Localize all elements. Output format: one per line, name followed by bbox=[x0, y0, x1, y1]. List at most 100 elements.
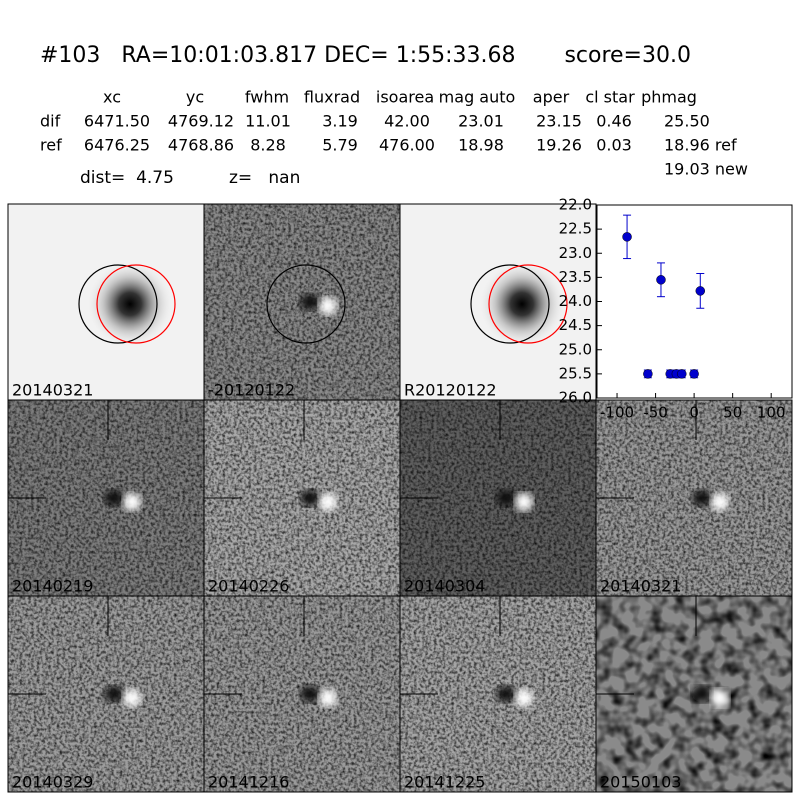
residual-dark bbox=[104, 686, 124, 702]
x-tick-label: 50 bbox=[723, 404, 742, 422]
phmag-new: 19.03 new bbox=[664, 160, 748, 179]
table-cell: 6476.25 bbox=[84, 136, 150, 155]
residual-dark bbox=[496, 686, 516, 702]
column-header: fwhm bbox=[245, 88, 289, 107]
table-cell: ref bbox=[40, 136, 62, 155]
star bbox=[477, 259, 567, 349]
panel-label: 20150103 bbox=[600, 773, 681, 792]
column-header: cl star bbox=[585, 88, 635, 107]
x-tick-label: 100 bbox=[757, 404, 786, 422]
residual-light bbox=[319, 297, 337, 315]
panel-label: 20141216 bbox=[208, 773, 289, 792]
residual-dark bbox=[300, 294, 320, 310]
image-panel: 20141225 bbox=[399, 595, 597, 793]
table-cell: 4769.12 bbox=[168, 112, 234, 131]
table-cell: 19.26 bbox=[536, 136, 582, 155]
column-header: fluxrad bbox=[304, 88, 360, 107]
x-tick-label: -100 bbox=[600, 404, 634, 422]
y-tick-label: 25.0 bbox=[559, 340, 592, 358]
aperture bbox=[78, 264, 158, 344]
panel-label: 20141225 bbox=[404, 773, 485, 792]
residual-dark bbox=[300, 686, 320, 702]
table-cell: 42.00 bbox=[384, 112, 430, 131]
table-cell: 6471.50 bbox=[84, 112, 150, 131]
y-tick-label: 23.5 bbox=[559, 268, 592, 286]
column-header: phmag bbox=[641, 88, 697, 107]
residual-light bbox=[711, 689, 729, 707]
residual-dark bbox=[104, 490, 124, 506]
data-point bbox=[622, 232, 632, 242]
table-cell: 8.28 bbox=[250, 136, 286, 155]
aperture bbox=[470, 264, 550, 344]
table-cell: 23.01 bbox=[458, 112, 504, 131]
panel-label: 20140226 bbox=[208, 577, 289, 596]
table-cell: 11.01 bbox=[245, 112, 291, 131]
image-panel: 20140321 bbox=[595, 399, 793, 597]
x-tick-label: -50 bbox=[643, 404, 668, 422]
y-tick-label: 23.0 bbox=[559, 244, 592, 262]
image-panel: 20140321 bbox=[7, 203, 205, 401]
panel-label: 20140329 bbox=[12, 773, 93, 792]
aperture bbox=[488, 264, 568, 344]
image-panel: 20140329 bbox=[7, 595, 205, 793]
residual-dark bbox=[496, 490, 516, 506]
y-tick-label: 22.0 bbox=[559, 196, 592, 214]
data-point bbox=[677, 369, 687, 379]
table-cell: 4768.86 bbox=[168, 136, 234, 155]
residual-dark bbox=[692, 686, 712, 702]
table-cell: 3.19 bbox=[322, 112, 358, 131]
column-header: aper bbox=[533, 88, 570, 107]
residual-light bbox=[711, 493, 729, 511]
table-cell: 18.96 ref bbox=[664, 136, 737, 155]
image-panel: 20141216 bbox=[203, 595, 401, 793]
data-point bbox=[695, 286, 706, 296]
star bbox=[85, 259, 175, 349]
table-cell: 476.00 bbox=[379, 136, 435, 155]
column-header: yc bbox=[186, 88, 204, 107]
image-panel: 20140304 bbox=[399, 399, 597, 597]
residual-dark bbox=[300, 490, 320, 506]
aperture bbox=[96, 264, 176, 344]
table-cell: 18.98 bbox=[458, 136, 504, 155]
panel-label: -20120122 bbox=[208, 381, 295, 400]
column-header: xc bbox=[103, 88, 121, 107]
residual-light bbox=[319, 689, 337, 707]
table-cell: 23.15 bbox=[536, 112, 582, 131]
residual-light bbox=[515, 493, 533, 511]
data-point bbox=[643, 369, 653, 379]
panel-label: 20140219 bbox=[12, 577, 93, 596]
dist: dist= 4.75 bbox=[80, 168, 174, 188]
image-panel: 20140226 bbox=[203, 399, 401, 597]
column-header: mag auto bbox=[439, 88, 516, 107]
aperture bbox=[266, 264, 346, 344]
residual-light bbox=[515, 689, 533, 707]
y-tick-label: 26.0 bbox=[559, 389, 592, 407]
panel-label: 20140304 bbox=[404, 577, 485, 596]
panel-frame bbox=[595, 595, 793, 793]
y-tick-label: 24.0 bbox=[559, 292, 592, 310]
image-panel: R20120122 bbox=[399, 203, 597, 401]
residual-light bbox=[123, 689, 141, 707]
z: z= nan bbox=[229, 168, 300, 188]
panel-label: 20140321 bbox=[12, 381, 93, 400]
table-cell: 25.50 bbox=[664, 112, 710, 131]
image-panel: -20120122 bbox=[203, 203, 401, 401]
x-tick-label: 0 bbox=[689, 404, 699, 422]
title: #103 RA=10:01:03.817 DEC= 1:55:33.68 sco… bbox=[40, 43, 691, 68]
y-tick-label: 25.5 bbox=[559, 364, 592, 382]
y-tick-label: 24.5 bbox=[559, 316, 592, 334]
column-header: isoarea bbox=[376, 88, 434, 107]
table-cell: dif bbox=[40, 112, 61, 131]
table-cell: 0.46 bbox=[596, 112, 632, 131]
residual-dark bbox=[692, 490, 712, 506]
panel-label: 20140321 bbox=[600, 577, 681, 596]
panel-label: R20120122 bbox=[404, 381, 497, 400]
image-panel: 20150103 bbox=[595, 595, 793, 793]
residual-light bbox=[319, 493, 337, 511]
residual-light bbox=[123, 493, 141, 511]
table-cell: 5.79 bbox=[322, 136, 358, 155]
image-panel: 20140219 bbox=[7, 399, 205, 597]
y-tick-label: 22.5 bbox=[559, 220, 592, 238]
data-point bbox=[656, 275, 666, 285]
